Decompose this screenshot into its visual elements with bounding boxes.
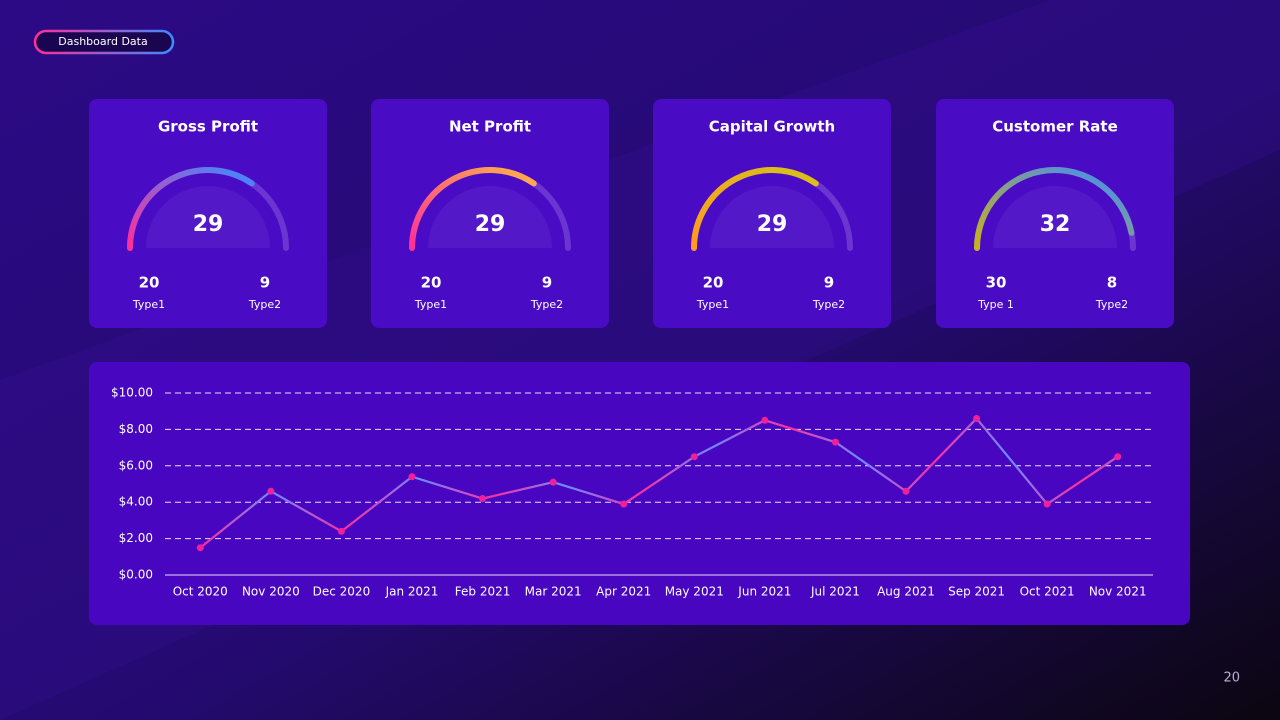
x-tick-label: Sep 2021 (948, 585, 1005, 599)
point (267, 487, 275, 495)
x-tick-label: Mar 2021 (525, 585, 582, 599)
point (479, 495, 487, 503)
stat-label: Type2 (530, 298, 563, 311)
gauge-inner (428, 186, 552, 248)
point (337, 527, 345, 535)
stat-label: Type1 (414, 298, 447, 311)
y-tick-label: $0.00 (119, 568, 153, 582)
x-tick-label: Jan 2021 (385, 585, 439, 599)
point (973, 414, 981, 422)
point (196, 544, 204, 552)
x-tick-label: Jul 2021 (810, 585, 860, 599)
y-tick-label: $2.00 (119, 531, 153, 545)
point (620, 500, 628, 508)
card-title: Net Profit (449, 118, 531, 136)
gauge-value: 29 (475, 212, 506, 237)
point (549, 478, 557, 486)
stat-label: Type2 (1095, 298, 1128, 311)
header-tag: Dashboard Data (58, 35, 147, 48)
stat-value: 9 (260, 274, 270, 292)
stat-label: Type 1 (977, 298, 1014, 311)
stat-value: 8 (1107, 274, 1117, 292)
x-tick-label: Oct 2020 (173, 585, 228, 599)
x-tick-label: Jun 2021 (737, 585, 791, 599)
stat-value: 30 (986, 274, 1007, 292)
x-tick-label: Feb 2021 (455, 585, 511, 599)
line (199, 416, 1119, 549)
card-title: Capital Growth (709, 118, 835, 136)
gauge-value: 29 (757, 212, 788, 237)
y-tick-label: $4.00 (119, 495, 153, 509)
gauge-inner (993, 186, 1117, 248)
header-pill (33, 29, 175, 55)
point (1043, 500, 1051, 508)
stat-value: 20 (703, 274, 724, 292)
gauge-inner (710, 186, 834, 248)
stat-value: 20 (421, 274, 442, 292)
point (690, 453, 698, 461)
stat-label: Type2 (812, 298, 845, 311)
slide-number: 20 (1223, 671, 1240, 686)
stat-value: 20 (139, 274, 160, 292)
gauge-inner (146, 186, 270, 248)
stat-label: Type1 (696, 298, 729, 311)
y-tick-label: $8.00 (119, 422, 153, 436)
x-tick-label: Nov 2020 (242, 585, 300, 599)
gauge-value: 29 (193, 212, 224, 237)
gauge-arc (127, 167, 255, 251)
point (902, 487, 910, 495)
x-tick-label: Aug 2021 (877, 585, 935, 599)
gauge-arc (691, 167, 819, 251)
x-tick-label: Dec 2020 (313, 585, 371, 599)
gauge-value: 32 (1040, 212, 1071, 237)
point (761, 416, 769, 424)
point (1114, 453, 1122, 461)
y-tick-label: $6.00 (119, 458, 153, 472)
y-tick-label: $10.00 (111, 386, 153, 400)
x-tick-label: Apr 2021 (596, 585, 651, 599)
gauge-arc (409, 167, 537, 251)
x-tick-label: Oct 2021 (1020, 585, 1075, 599)
point (831, 438, 839, 446)
x-tick-label: May 2021 (665, 585, 724, 599)
card-title: Gross Profit (158, 118, 258, 136)
x-tick-label: Nov 2021 (1089, 585, 1147, 599)
stat-value: 9 (542, 274, 552, 292)
stat-label: Type2 (248, 298, 281, 311)
gauge-arc (974, 167, 1135, 251)
point (408, 473, 416, 481)
stat-value: 9 (824, 274, 834, 292)
card-title: Customer Rate (992, 118, 1118, 136)
stat-label: Type1 (132, 298, 165, 311)
